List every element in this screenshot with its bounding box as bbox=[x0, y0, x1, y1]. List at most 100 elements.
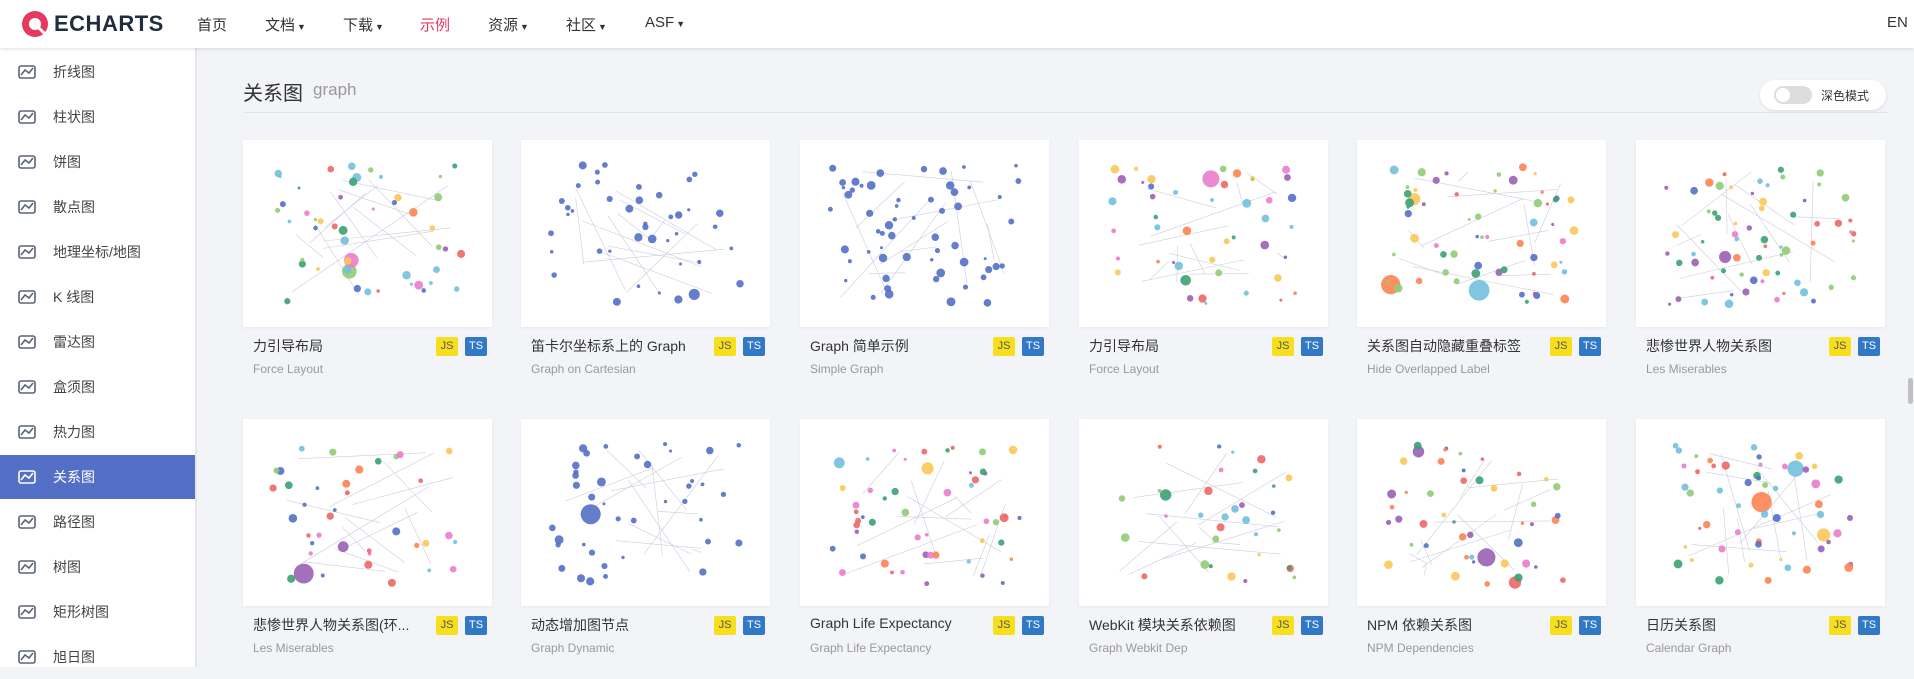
shape bbox=[313, 225, 318, 231]
example-card[interactable]: Graph 简单示例 Simple Graph JS TS bbox=[800, 140, 1049, 376]
shape bbox=[1782, 291, 1786, 296]
sidebar-item[interactable]: 地理坐标/地图 bbox=[0, 230, 195, 274]
example-card[interactable]: 笛卡尔坐标系上的 Graph Graph on Cartesian JS TS bbox=[521, 140, 770, 376]
nav-item[interactable]: 示例 bbox=[420, 14, 450, 35]
badge[interactable]: JS bbox=[436, 616, 458, 635]
shape bbox=[1274, 274, 1282, 282]
example-card[interactable]: 悲惨世界人物关系图(环... Les Miserables JS TS bbox=[243, 419, 492, 655]
shape bbox=[1403, 189, 1412, 198]
nav-item[interactable]: 社区 ▼ bbox=[566, 14, 607, 35]
badge[interactable]: JS bbox=[436, 337, 458, 356]
badge[interactable]: TS bbox=[743, 616, 765, 635]
sidebar-item[interactable]: 柱状图 bbox=[0, 95, 195, 139]
sidebar-item[interactable]: 雷达图 bbox=[0, 320, 195, 364]
shape bbox=[1405, 185, 1410, 189]
shape bbox=[954, 202, 962, 211]
shape bbox=[663, 442, 668, 447]
sidebar-item[interactable]: 盒须图 bbox=[0, 365, 195, 409]
shape bbox=[1679, 290, 1733, 299]
sidebar-item[interactable]: 饼图 bbox=[0, 140, 195, 184]
nav-item[interactable]: 首页 bbox=[197, 14, 227, 35]
shape bbox=[1423, 564, 1427, 576]
sidebar-item[interactable]: 散点图 bbox=[0, 185, 195, 229]
badge[interactable]: TS bbox=[743, 337, 765, 356]
shape bbox=[1409, 553, 1428, 565]
shape bbox=[1009, 557, 1014, 561]
badge[interactable]: JS bbox=[1550, 337, 1572, 356]
badge[interactable]: TS bbox=[1858, 337, 1880, 356]
example-card[interactable]: 力引导布局 Force Layout JS TS bbox=[243, 140, 492, 376]
example-card[interactable]: 力引导布局 Force Layout JS TS bbox=[1079, 140, 1328, 376]
card-subtitle: Graph Dynamic bbox=[531, 641, 615, 655]
example-card[interactable]: 关系图自动隐藏重叠标签 Hide Overlapped Label JS TS bbox=[1357, 140, 1606, 376]
shape bbox=[368, 167, 374, 173]
sidebar-item[interactable]: 折线图 bbox=[0, 50, 195, 94]
nav-item[interactable]: ASF ▼ bbox=[645, 14, 685, 31]
shape bbox=[1409, 542, 1414, 547]
example-card[interactable]: 悲惨世界人物关系图 Les Miserables JS TS bbox=[1636, 140, 1885, 376]
shape bbox=[1180, 274, 1191, 286]
badge[interactable]: JS bbox=[1829, 337, 1851, 356]
shape bbox=[860, 553, 867, 560]
shape bbox=[1223, 238, 1230, 245]
shape bbox=[849, 187, 856, 193]
shape bbox=[1668, 302, 1672, 306]
badge[interactable]: JS bbox=[993, 616, 1015, 635]
badge[interactable]: JS bbox=[1272, 616, 1294, 635]
shape bbox=[1763, 244, 1768, 249]
sidebar-item[interactable]: 热力图 bbox=[0, 410, 195, 454]
example-card[interactable]: NPM 依赖关系图 NPM Dependencies JS TS bbox=[1357, 419, 1606, 655]
badge[interactable]: TS bbox=[1579, 616, 1601, 635]
shape bbox=[1503, 488, 1552, 511]
shape bbox=[1283, 255, 1288, 259]
shape bbox=[688, 288, 700, 300]
shape bbox=[1231, 450, 1235, 454]
example-card[interactable]: 动态增加图节点 Graph Dynamic JS TS bbox=[521, 419, 770, 655]
sidebar-item[interactable]: K 线图 bbox=[0, 275, 195, 319]
shape bbox=[880, 202, 947, 294]
shape bbox=[1744, 478, 1752, 487]
example-card[interactable]: WebKit 模块关系依赖图 Graph Webkit Dep JS TS bbox=[1079, 419, 1328, 655]
shape bbox=[997, 195, 1002, 200]
shape bbox=[880, 221, 948, 265]
badge[interactable]: JS bbox=[714, 337, 736, 356]
sidebar-label: 树图 bbox=[53, 559, 81, 575]
shape bbox=[628, 479, 691, 572]
example-card[interactable]: 日历关系图 Calendar Graph JS TS bbox=[1636, 419, 1885, 655]
sidebar-item[interactable]: 矩形树图 bbox=[0, 590, 195, 634]
sidebar-item[interactable]: 旭日图 bbox=[0, 635, 195, 679]
badge[interactable]: JS bbox=[1829, 616, 1851, 635]
sidebar-item[interactable]: 路径图 bbox=[0, 500, 195, 544]
dark-mode-toggle[interactable]: 深色模式 bbox=[1760, 80, 1886, 110]
badge[interactable]: TS bbox=[1301, 616, 1323, 635]
sidebar-item[interactable]: 树图 bbox=[0, 545, 195, 589]
badge[interactable]: TS bbox=[1858, 616, 1880, 635]
shape bbox=[343, 266, 352, 274]
badge[interactable]: TS bbox=[465, 616, 487, 635]
nav-item[interactable]: 资源 ▼ bbox=[488, 14, 529, 35]
badge[interactable]: TS bbox=[1022, 337, 1044, 356]
shape bbox=[906, 496, 1002, 553]
badge[interactable]: TS bbox=[465, 337, 487, 356]
nav-item[interactable]: 下载 ▼ bbox=[343, 14, 384, 35]
badge[interactable]: JS bbox=[993, 337, 1015, 356]
shape bbox=[634, 453, 641, 460]
badge[interactable]: TS bbox=[1301, 337, 1323, 356]
language[interactable]: EN bbox=[1887, 14, 1908, 31]
badge[interactable]: TS bbox=[1579, 337, 1601, 356]
badge[interactable]: JS bbox=[714, 616, 736, 635]
nav-item[interactable]: 文档 ▼ bbox=[265, 14, 306, 35]
logo[interactable]: ECHARTS bbox=[20, 9, 164, 39]
badge[interactable]: JS bbox=[1272, 337, 1294, 356]
shape bbox=[20, 607, 34, 616]
example-card[interactable]: Graph Life Expectancy Graph Life Expectan… bbox=[800, 419, 1049, 655]
shape bbox=[1772, 485, 1779, 492]
shape bbox=[338, 225, 348, 235]
badge[interactable]: JS bbox=[1550, 616, 1572, 635]
shape bbox=[418, 478, 424, 484]
sidebar: 折线图 柱状图 饼图 散点图 地理坐标/地图 K 线图 雷达图 盒须图 热力图 关系图 路径图树图矩… bbox=[0, 48, 197, 667]
shape bbox=[549, 524, 556, 532]
sidebar-item[interactable]: 关系图 bbox=[0, 455, 195, 499]
shape bbox=[1008, 445, 1018, 455]
badge[interactable]: TS bbox=[1022, 616, 1044, 635]
